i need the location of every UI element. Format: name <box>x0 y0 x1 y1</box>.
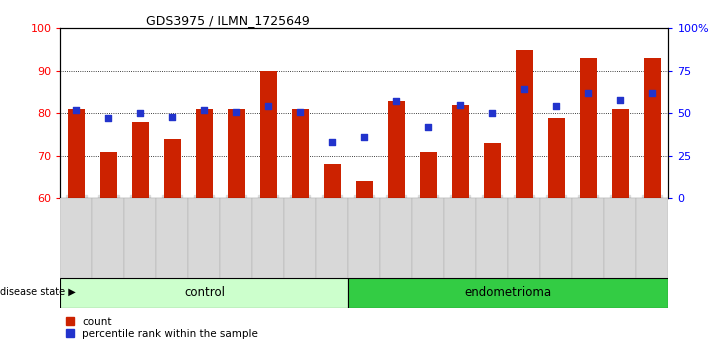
Point <box>455 102 466 108</box>
Bar <box>412 198 444 278</box>
Bar <box>124 198 156 278</box>
Point <box>486 110 498 116</box>
Bar <box>419 152 437 198</box>
Point <box>614 97 626 103</box>
Bar <box>292 109 309 198</box>
Bar <box>92 198 124 278</box>
Bar <box>387 101 405 198</box>
Point <box>326 139 338 145</box>
Point <box>391 98 402 104</box>
Bar <box>60 198 92 278</box>
Point <box>198 107 210 113</box>
Bar <box>68 109 85 198</box>
Text: endometrioma: endometrioma <box>465 286 552 299</box>
Bar <box>515 50 533 198</box>
Bar <box>228 109 245 198</box>
Point <box>103 115 114 121</box>
Point <box>230 109 242 114</box>
Bar <box>483 143 501 198</box>
Point <box>422 124 434 130</box>
Bar <box>284 198 316 278</box>
Bar <box>260 71 277 198</box>
Bar <box>444 198 476 278</box>
Bar <box>540 198 572 278</box>
Point <box>583 90 594 96</box>
Point <box>71 107 82 113</box>
Text: disease state ▶: disease state ▶ <box>0 287 76 297</box>
Bar <box>156 198 188 278</box>
Bar <box>572 198 604 278</box>
Point <box>358 134 370 140</box>
Bar <box>356 181 373 198</box>
Point <box>647 90 658 96</box>
Bar <box>100 152 117 198</box>
Bar <box>252 198 284 278</box>
Bar <box>604 198 636 278</box>
Point <box>518 87 530 92</box>
Bar <box>188 198 220 278</box>
Point <box>550 104 562 109</box>
Point <box>294 109 306 114</box>
Bar <box>476 198 508 278</box>
Point <box>262 104 274 109</box>
Text: GDS3975 / ILMN_1725649: GDS3975 / ILMN_1725649 <box>146 14 309 27</box>
Bar <box>508 198 540 278</box>
Bar <box>132 122 149 198</box>
Bar <box>636 198 668 278</box>
Bar <box>611 109 629 198</box>
Text: control: control <box>184 286 225 299</box>
Bar <box>579 58 597 198</box>
Bar <box>547 118 565 198</box>
Bar <box>316 198 348 278</box>
Legend: count, percentile rank within the sample: count, percentile rank within the sample <box>65 317 258 339</box>
Bar <box>164 139 181 198</box>
Bar <box>348 198 380 278</box>
Bar <box>220 198 252 278</box>
Point <box>166 114 178 120</box>
Bar <box>451 105 469 198</box>
Bar <box>643 58 661 198</box>
Bar <box>60 278 348 308</box>
Bar <box>348 278 668 308</box>
Point <box>135 110 146 116</box>
Bar <box>324 164 341 198</box>
Bar <box>380 198 412 278</box>
Bar <box>196 109 213 198</box>
